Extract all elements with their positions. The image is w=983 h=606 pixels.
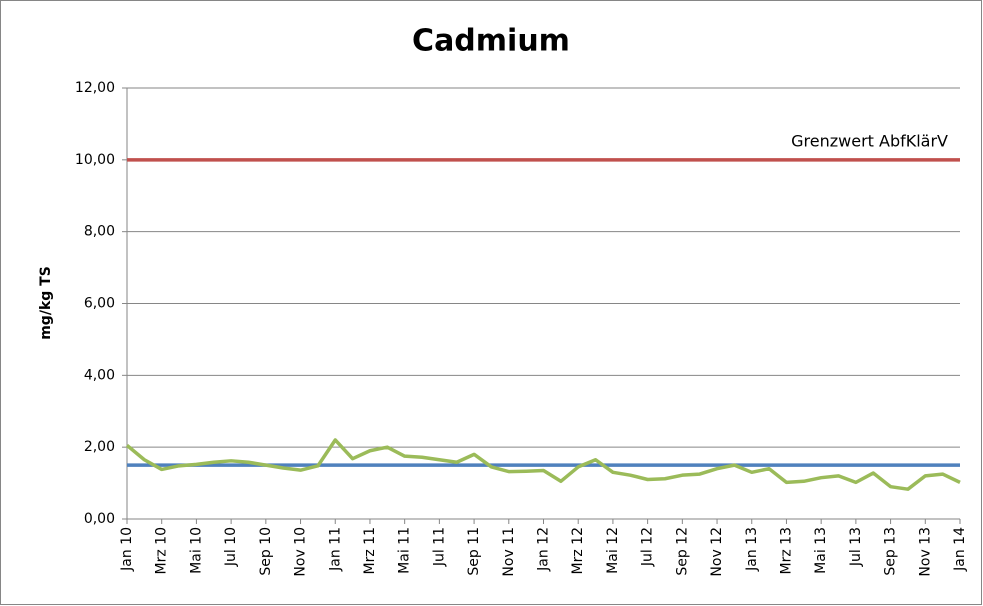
x-tick-label: Sep 13 <box>883 527 899 576</box>
x-tick-label: Nov 11 <box>501 527 517 577</box>
x-tick-label: Jan 10 <box>119 527 135 572</box>
x-tick-label: Sep 12 <box>674 527 690 576</box>
x-tick-label: Jan 11 <box>327 527 343 572</box>
x-tick-label: Jul 11 <box>431 527 447 567</box>
x-tick-label: Jul 13 <box>848 527 864 567</box>
x-tick-label: Mrz 10 <box>154 527 170 574</box>
chart-title: Cadmium <box>412 24 570 59</box>
x-tick-label: Jul 10 <box>223 527 239 567</box>
x-tick-label: Mrz 11 <box>362 527 378 574</box>
y-tick-label: 10,00 <box>75 152 115 168</box>
x-tick-label: Nov 12 <box>709 527 725 577</box>
y-tick-label: 4,00 <box>84 367 115 383</box>
x-tick-label: Sep 10 <box>258 527 274 576</box>
data-line <box>125 438 961 491</box>
x-tick-label: Mai 11 <box>397 527 413 574</box>
x-tick-label: Jan 14 <box>952 527 968 572</box>
x-tick-label: Jul 12 <box>640 527 656 567</box>
x-tick-label: Mrz 12 <box>570 527 586 574</box>
y-tick-label: 6,00 <box>84 296 115 312</box>
x-tick-label: Mai 12 <box>605 527 621 574</box>
y-axis-label: mg/kg TS <box>38 266 54 340</box>
y-tick-label: 12,00 <box>75 80 115 96</box>
x-tick-label: Nov 13 <box>917 527 933 577</box>
x-tick-label: Mai 13 <box>813 527 829 574</box>
x-tick-label: Mai 10 <box>188 527 204 574</box>
x-tick-label: Jan 12 <box>536 527 552 572</box>
y-tick-label: 0,00 <box>84 511 115 527</box>
reference-label: Grenzwert AbfKlärV <box>791 131 948 150</box>
x-tick-label: Sep 11 <box>466 527 482 576</box>
y-tick-label: 2,00 <box>84 439 115 455</box>
x-tick-label: Nov 10 <box>293 527 309 577</box>
x-tick-label: Jan 13 <box>744 527 760 572</box>
y-tick-label: 8,00 <box>84 224 115 240</box>
x-tick-label: Mrz 13 <box>778 527 794 574</box>
